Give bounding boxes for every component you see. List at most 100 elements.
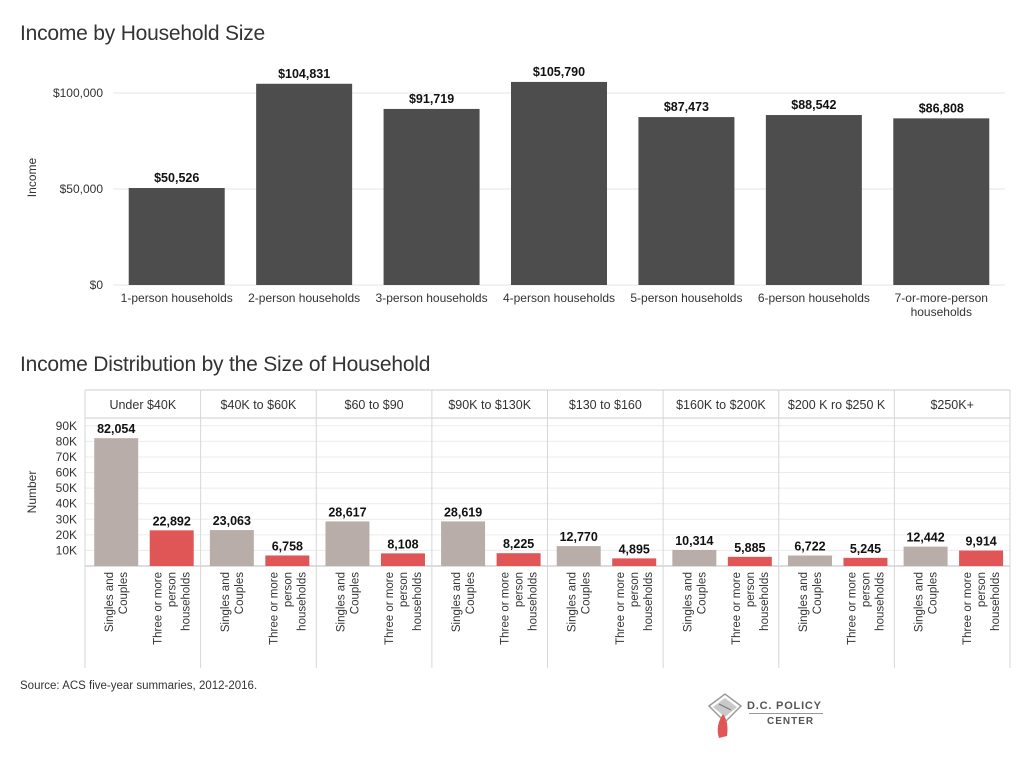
chart2-series-label: person (629, 572, 641, 607)
chart2-series-label: person (860, 572, 872, 607)
chart2-group-header: $130 to $160 (569, 398, 642, 412)
chart2-ytick-label: 10K (56, 543, 77, 557)
chart2-series-label: Singles and (567, 572, 579, 632)
chart2-series-label: Couples (465, 572, 477, 614)
chart2-bar (149, 530, 194, 566)
chart2-data-label: 12,770 (560, 530, 598, 544)
chart2-series-label: person (282, 572, 294, 607)
chart2-series-label: person (976, 572, 988, 607)
chart2-series-label: Singles and (798, 572, 810, 632)
chart2-series-label: Singles and (682, 572, 694, 632)
chart2-series-label: Couples (118, 572, 130, 614)
chart2-group-header: $60 to $90 (345, 398, 404, 412)
chart2-series-label: Singles and (104, 572, 116, 632)
map-icon (707, 693, 743, 738)
chart2-data-label: 12,442 (906, 531, 944, 545)
chart2-series-label: households (296, 572, 308, 631)
chart2-ytick-label: 20K (56, 528, 77, 542)
chart1-ytick-label: $0 (90, 278, 104, 292)
chart2-bar (265, 555, 310, 566)
chart1-ytick-label: $100,000 (53, 86, 103, 100)
chart1-bar (128, 188, 225, 285)
chart2-series-label: households (990, 572, 1002, 631)
chart2-data-label: 28,617 (328, 505, 366, 519)
chart1-category-label: 1-person households (121, 291, 233, 305)
chart2-series-label: person (745, 572, 757, 607)
chart2-data-label: 10,314 (675, 534, 713, 548)
chart2-bar (612, 558, 657, 566)
chart1-data-label: $86,808 (919, 101, 964, 115)
chart2-bar (727, 556, 772, 566)
chart2-data-label: 6,722 (794, 540, 825, 554)
chart2-group-header: Under $40K (109, 398, 176, 412)
chart2-data-label: 22,892 (153, 514, 191, 528)
chart2-data-label: 82,054 (97, 422, 135, 436)
chart1-data-label: $50,526 (154, 171, 199, 185)
logo-text-line2: CENTER (767, 716, 815, 727)
chart1-ytick-label: $50,000 (60, 182, 104, 196)
chart2-series-label: households (759, 572, 771, 631)
chart1-category-label: 4-person households (503, 291, 615, 305)
chart2-ytick-label: 70K (56, 450, 77, 464)
chart2-series-label: Three or more (153, 572, 165, 645)
chart2-bar (843, 557, 888, 566)
chart2-series-label: households (643, 572, 655, 631)
chart2-series-label: Singles and (914, 572, 926, 632)
chart2-data-label: 5,885 (734, 541, 765, 555)
chart1-data-label: $104,831 (278, 67, 330, 81)
chart1-category-label: 5-person households (630, 291, 742, 305)
chart2-series-label: Three or more (615, 572, 627, 645)
chart2-series-label: households (528, 572, 540, 631)
chart2-data-label: 6,758 (272, 539, 303, 553)
chart2-series-label: Singles and (220, 572, 232, 632)
chart2-bar (959, 550, 1004, 566)
chart1-bar (893, 118, 990, 285)
chart2-data-label: 28,619 (444, 505, 482, 519)
chart2-data-label: 4,895 (619, 542, 650, 556)
chart2-bar (94, 438, 139, 566)
chart2-data-label: 8,108 (387, 537, 418, 551)
chart2-data-label: 9,914 (965, 535, 996, 549)
chart2-bar (209, 530, 254, 566)
chart2-data-label: 23,063 (213, 514, 251, 528)
chart2-group-header: $200 K ro $250 K (788, 398, 886, 412)
chart1-bar (383, 108, 480, 285)
chart2-series-label: Three or more (268, 572, 280, 645)
chart2-series-label: Couples (234, 572, 246, 614)
chart2-ytick-label: 40K (56, 497, 77, 511)
chart1-data-label: $87,473 (664, 100, 709, 114)
chart2-series-label: Three or more (384, 572, 396, 645)
logo-text-line1: D.C. POLICY (747, 700, 822, 712)
chart1-category-label: 7-or-more-person (895, 291, 988, 305)
chart2-series-label: Three or more (962, 572, 974, 645)
chart2-series-label: Couples (812, 572, 824, 614)
dc-policy-center-logo: D.C. POLICY CENTER (705, 692, 835, 742)
chart2-ytick-label: 30K (56, 512, 77, 526)
chart2-series-label: Couples (581, 572, 593, 614)
chart2-series-label: households (874, 572, 886, 631)
chart1-data-label: $105,790 (533, 65, 585, 79)
chart1-category-label: households (911, 305, 972, 319)
chart2-group-header: $40K to $60K (221, 398, 297, 412)
chart2-bar (672, 549, 717, 566)
chart2-bar (325, 521, 370, 566)
chart2-series-label: Couples (696, 572, 708, 614)
chart2-series-label: households (181, 572, 193, 631)
chart2-series-label: person (167, 572, 179, 607)
chart2-bar (496, 553, 541, 566)
chart2-ytick-label: 50K (56, 481, 77, 495)
chart2-data-label: 5,245 (850, 542, 881, 556)
chart1-category-label: 6-person households (758, 291, 870, 305)
chart-1-title: Income by Household Size (20, 22, 266, 45)
chart1-category-label: 2-person households (248, 291, 360, 305)
chart2-ytick-label: 60K (56, 466, 77, 480)
logo-divider (749, 713, 823, 714)
chart2-group-header: $160K to $200K (676, 398, 766, 412)
chart2-series-label: households (412, 572, 424, 631)
chart2-series-label: person (398, 572, 410, 607)
chart1-data-label: $88,542 (791, 98, 836, 112)
chart2-bar (556, 546, 601, 566)
chart2-data-label: 8,225 (503, 537, 534, 551)
chart1-category-label: 3-person households (376, 291, 488, 305)
chart1-data-label: $91,719 (409, 92, 454, 106)
